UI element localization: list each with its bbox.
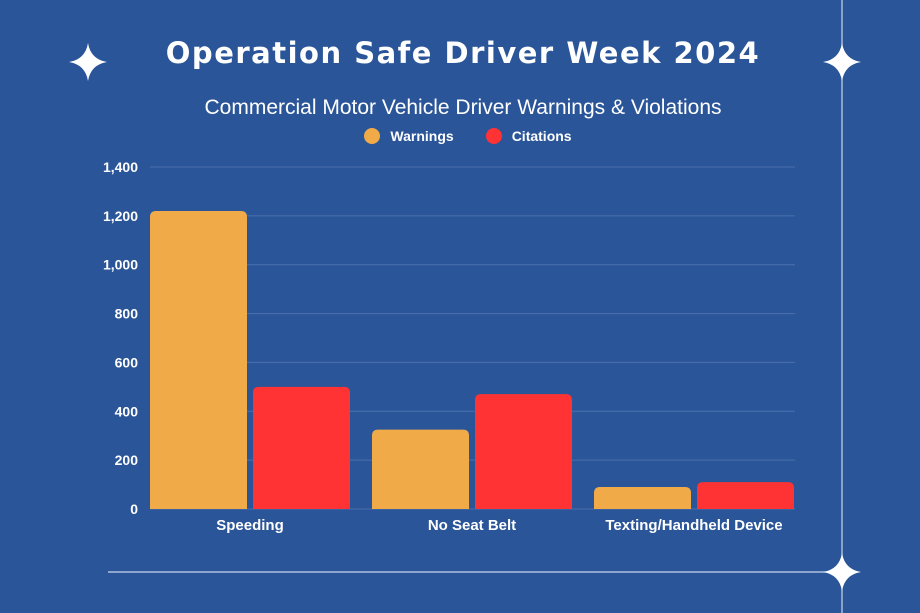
x-tick-label: No Seat Belt bbox=[428, 517, 516, 534]
sparkle-icon bbox=[69, 43, 107, 81]
y-tick-label: 400 bbox=[115, 403, 139, 419]
y-tick-label: 200 bbox=[115, 452, 139, 468]
y-tick-label: 600 bbox=[115, 354, 139, 370]
bar-citations bbox=[697, 482, 794, 509]
legend-label: Warnings bbox=[390, 128, 454, 144]
x-tick-label: Texting/Handheld Device bbox=[605, 517, 782, 534]
y-tick-label: 1,400 bbox=[103, 159, 138, 175]
y-tick-label: 1,000 bbox=[103, 257, 138, 273]
chart-legend: Warnings Citations bbox=[0, 128, 920, 144]
legend-swatch-citations bbox=[485, 128, 502, 144]
bar-citations bbox=[475, 394, 572, 509]
page-title: Operation Safe Driver Week 2024 bbox=[165, 36, 761, 70]
legend-item-citations: Citations bbox=[485, 128, 572, 144]
y-tick-label: 800 bbox=[115, 306, 139, 322]
bar-warnings bbox=[594, 487, 691, 509]
y-tick-label: 0 bbox=[130, 501, 138, 517]
legend-label: Citations bbox=[511, 128, 572, 144]
sparkle-icon bbox=[823, 553, 861, 591]
chart-subtitle: Commercial Motor Vehicle Driver Warnings… bbox=[204, 96, 722, 119]
x-tick-label: Speeding bbox=[216, 517, 284, 534]
bar-citations bbox=[253, 386, 350, 509]
legend-swatch-warnings bbox=[364, 128, 381, 144]
y-tick-label: 1,200 bbox=[103, 208, 138, 224]
legend-item-warnings: Warnings bbox=[364, 128, 454, 144]
bar-warnings bbox=[372, 429, 469, 509]
bar-warnings bbox=[150, 210, 247, 509]
sparkle-icon bbox=[823, 43, 861, 81]
